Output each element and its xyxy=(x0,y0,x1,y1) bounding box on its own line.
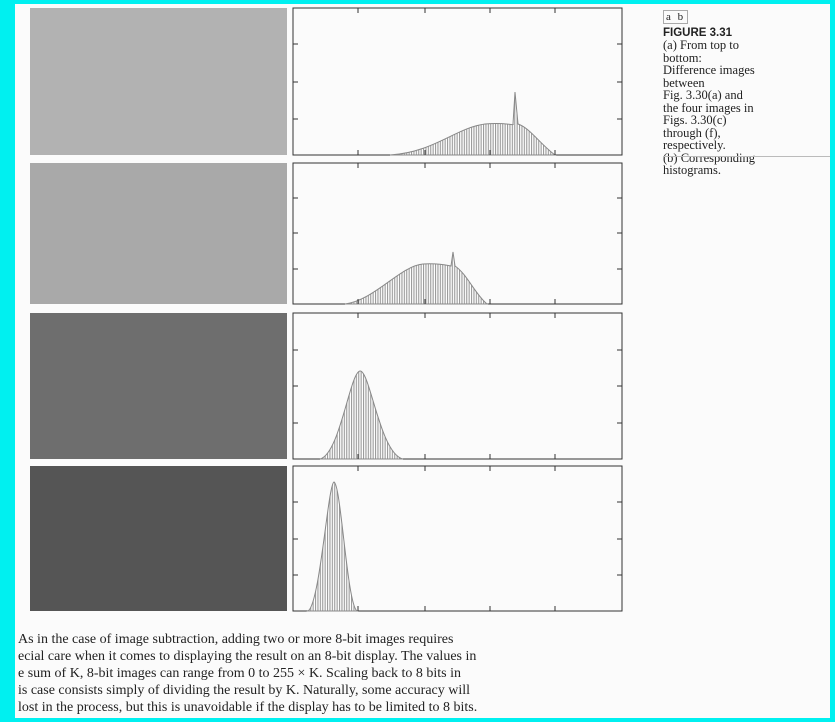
histogram xyxy=(390,92,555,155)
caption-line: (a) From top to xyxy=(663,39,755,52)
histogram xyxy=(320,371,403,459)
caption-line: Figs. 3.30(c) xyxy=(663,114,755,127)
body-text: As in the case of image subtraction, add… xyxy=(18,631,477,716)
difference-image xyxy=(30,163,287,304)
caption-rule xyxy=(663,156,830,157)
difference-image xyxy=(30,8,287,155)
tick-marks xyxy=(293,8,622,611)
body-line: lost in the process, but this is unavoid… xyxy=(18,699,477,716)
difference-image xyxy=(30,466,287,611)
body-line: As in the case of image subtraction, add… xyxy=(18,631,477,648)
histogram xyxy=(345,252,487,304)
caption-line: Fig. 3.30(a) and xyxy=(663,89,755,102)
caption-line: histograms. xyxy=(663,164,755,177)
page-root: a b FIGURE 3.31 (a) From top tobottom:Di… xyxy=(0,0,835,722)
caption-line: Difference images xyxy=(663,64,755,77)
panel-labels: a b xyxy=(663,10,688,24)
figure xyxy=(15,4,635,619)
body-line: ecial care when it comes to displaying t… xyxy=(18,648,477,665)
caption-line: respectively. xyxy=(663,139,755,152)
body-line: e sum of K, 8-bit images can range from … xyxy=(18,665,477,682)
histogram xyxy=(308,482,357,611)
body-line: is case consists simply of dividing the … xyxy=(18,682,477,699)
difference-image xyxy=(30,313,287,459)
